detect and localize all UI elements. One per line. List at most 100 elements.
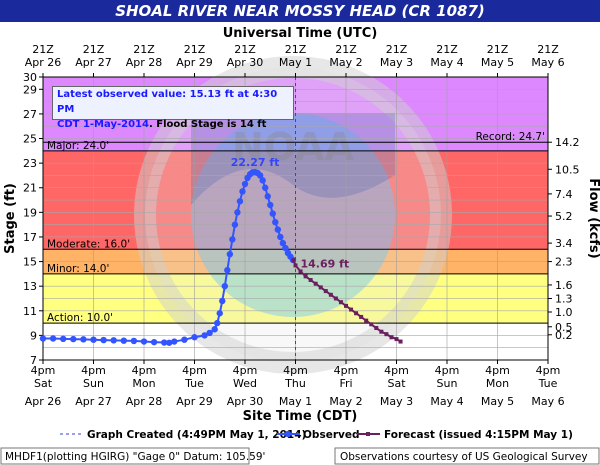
x-tick-day-9: Mon <box>486 377 509 390</box>
x-tick-day-4: Wed <box>233 377 257 390</box>
y2-axis-label: Flow (kcfs) <box>586 178 600 258</box>
x-tick-day-10: Tue <box>538 377 558 390</box>
top-tick-time-0: 21Z <box>32 43 54 56</box>
legend-forecast-marker <box>366 432 370 436</box>
observed-point-40 <box>264 193 271 200</box>
flow-tick-label-8: 7.4 <box>555 188 573 201</box>
observed-point-21 <box>216 310 223 317</box>
observed-point-23 <box>221 282 228 290</box>
threshold-label-1: Minor: 14.0' <box>47 263 109 275</box>
x-tick-day-0: Sat <box>34 377 53 390</box>
observed-point-45 <box>277 233 284 241</box>
x-tick-day-2: Mon <box>132 377 155 390</box>
top-tick-date-8: May 4 <box>430 56 463 69</box>
observed-point-31 <box>241 180 249 188</box>
x-tick-time-0: 4pm <box>31 364 56 377</box>
flow-tick-label-10: 14.2 <box>555 136 580 149</box>
forecast-point-11 <box>344 303 348 308</box>
noaa-watermark-ring <box>134 56 452 374</box>
observed-point-24 <box>224 266 231 274</box>
flow-tick-label-4: 1.6 <box>555 279 573 292</box>
flow-tick-label-7: 5.2 <box>555 210 573 223</box>
footer-right-box <box>334 447 600 465</box>
x-tick-time-4: 4pm <box>233 364 258 377</box>
observed-point-44 <box>274 226 282 233</box>
observed-point-37 <box>256 172 264 179</box>
legend-graph-created: Graph Created (4:49PM May 1, 2014) <box>87 429 306 441</box>
top-tick-date-1: Apr 27 <box>75 56 112 69</box>
top-tick-date-2: Apr 28 <box>126 56 163 69</box>
forecast-point-18 <box>379 329 384 334</box>
noaa-watermark-globe <box>191 113 395 317</box>
observed-point-20 <box>214 319 221 327</box>
x-tick-date-6: May 2 <box>329 395 362 408</box>
top-tick-time-7: 21Z <box>386 43 408 56</box>
observed-point-28 <box>234 209 241 216</box>
observed-point-19 <box>211 326 218 333</box>
record-label: Record: 24.7' <box>476 131 545 143</box>
top-tick-date-0: Apr 26 <box>25 56 62 69</box>
forecast-point-0 <box>291 258 296 263</box>
forecast-point-21 <box>394 337 399 342</box>
forecast-point-9 <box>333 296 338 301</box>
observed-point-11 <box>150 338 158 346</box>
footer-right: Observations courtesy of US Geological S… <box>340 451 588 463</box>
top-axis-title: Universal Time (UTC) <box>223 26 378 41</box>
x-tick-date-10: May 6 <box>531 395 564 408</box>
noaa-watermark-bird <box>191 113 395 205</box>
observed-point-47 <box>282 244 289 252</box>
observed-point-7 <box>110 337 117 344</box>
observed-point-0 <box>39 335 47 342</box>
x-tick-date-9: May 5 <box>481 395 514 408</box>
footer-left-box <box>0 447 250 465</box>
x-tick-time-3: 4pm <box>182 364 207 377</box>
top-tick-time-4: 21Z <box>234 43 256 56</box>
x-tick-day-5: Thu <box>284 377 306 390</box>
observed-point-41 <box>267 201 274 209</box>
y-tick-label-11: 29 <box>23 83 37 96</box>
observed-point-15 <box>181 336 188 343</box>
y-tick-label-2: 11 <box>23 305 37 318</box>
y-tick-label-8: 23 <box>23 157 37 170</box>
y-tick-label-7: 21 <box>23 182 37 195</box>
observed-point-38 <box>259 177 266 184</box>
y-tick-label-12: 30 <box>23 71 37 84</box>
top-tick-time-9: 21Z <box>487 43 509 56</box>
y-tick-label-1: 9 <box>30 329 37 342</box>
top-tick-time-3: 21Z <box>184 43 206 56</box>
top-tick-time-5: 21Z <box>285 43 307 56</box>
observed-point-1 <box>49 335 57 342</box>
latest-value-box: Latest observed value: 15.13 ft at 4:30 … <box>52 86 294 130</box>
title-bar <box>0 0 600 22</box>
observed-point-30 <box>239 188 246 195</box>
top-tick-time-1: 21Z <box>83 43 105 56</box>
top-tick-date-7: May 3 <box>380 56 413 69</box>
x-axis-label: Site Time (CDT) <box>243 409 358 424</box>
top-tick-time-2: 21Z <box>133 43 155 56</box>
y-tick-label-10: 27 <box>23 108 37 121</box>
top-tick-date-10: May 6 <box>531 56 564 69</box>
x-tick-day-6: Fri <box>339 377 352 390</box>
forecast-point-15 <box>364 318 369 323</box>
flow-tick-label-0: 0.2 <box>555 329 573 342</box>
observed-point-3 <box>70 335 77 343</box>
observed-point-10 <box>140 338 148 345</box>
x-tick-date-8: May 4 <box>430 395 463 408</box>
x-tick-day-8: Sun <box>437 377 458 390</box>
x-tick-time-10: 4pm <box>536 364 561 377</box>
observed-point-29 <box>236 198 244 205</box>
y-axis-label: Stage (ft) <box>3 183 18 254</box>
legend-observed-marker <box>284 430 292 438</box>
observed-point-12 <box>161 339 168 346</box>
observed-point-5 <box>90 336 97 343</box>
observed-point-26 <box>229 236 236 243</box>
x-tick-day-1: Sun <box>83 377 104 390</box>
x-tick-time-6: 4pm <box>334 364 359 377</box>
forecast-point-6 <box>318 285 323 290</box>
flow-tick-label-1: 0.5 <box>555 321 573 334</box>
latest-value-date: CDT 1-May-2014 <box>57 119 149 130</box>
top-tick-date-6: May 2 <box>329 56 362 69</box>
observed-point-6 <box>100 336 107 344</box>
flood-stage-note: . Flood Stage is 14 ft <box>148 119 267 130</box>
